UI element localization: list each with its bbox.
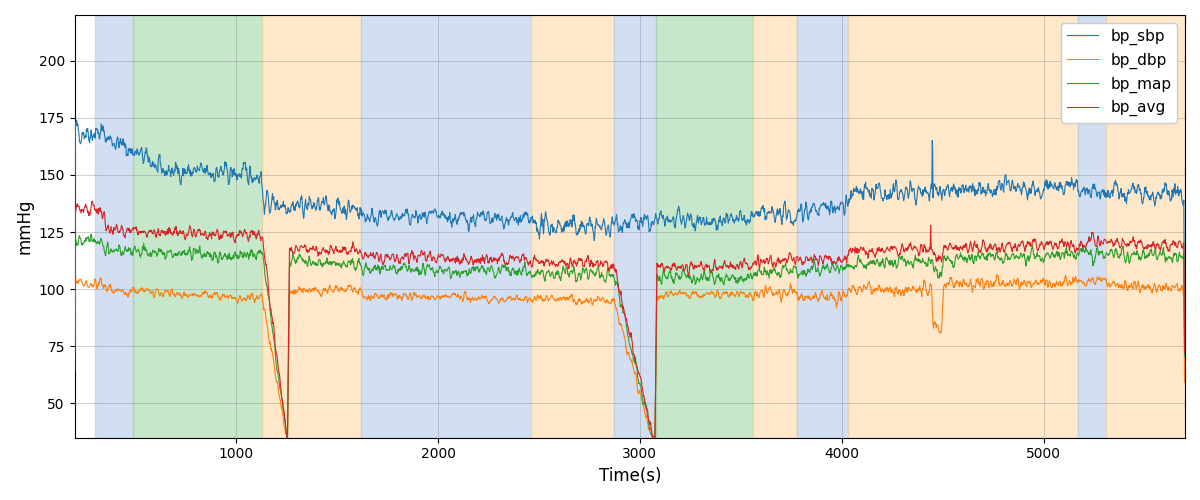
X-axis label: Time(s): Time(s) — [599, 467, 661, 485]
bp_avg — [67, 333, 82, 339]
Bar — [133, 15, 263, 438]
bp_dbp — [67, 368, 82, 374]
bp_map — [1170, 258, 1184, 264]
bp_sbp — [647, 220, 661, 226]
bp_avg — [1170, 244, 1184, 250]
Y-axis label: mmHg: mmHg — [16, 198, 34, 254]
Line: bp_sbp: bp_sbp — [74, 120, 1184, 328]
bp_avg — [940, 244, 954, 250]
bp_sbp — [1177, 325, 1192, 331]
bp_sbp — [940, 186, 954, 192]
bp_map — [281, 444, 295, 450]
bp_map — [67, 346, 82, 352]
Bar — [797, 15, 848, 438]
bp_sbp — [70, 117, 84, 123]
bp_sbp — [238, 160, 252, 166]
bp_map — [84, 231, 98, 237]
Bar — [263, 15, 361, 438]
Bar — [95, 15, 133, 438]
Bar — [1078, 15, 1106, 438]
bp_avg — [306, 246, 320, 252]
Bar — [530, 15, 613, 438]
Bar — [848, 15, 1078, 438]
bp_avg — [238, 226, 252, 232]
bp_dbp — [940, 283, 954, 289]
Line: bp_map: bp_map — [74, 234, 1184, 447]
Bar — [361, 15, 530, 438]
bp_map — [1015, 252, 1030, 258]
bp_dbp — [648, 441, 662, 447]
bp_map — [238, 250, 252, 256]
bp_avg — [1015, 239, 1030, 245]
bp_dbp — [238, 296, 252, 302]
bp_avg — [85, 198, 100, 204]
bp_map — [307, 260, 322, 266]
Bar — [1106, 15, 1186, 438]
bp_map — [647, 438, 661, 444]
bp_sbp — [306, 200, 320, 205]
bp_sbp — [67, 279, 82, 285]
bp_dbp — [306, 286, 320, 292]
Line: bp_dbp: bp_dbp — [74, 274, 1184, 444]
bp_avg — [647, 444, 661, 450]
bp_dbp — [1015, 282, 1030, 288]
bp_dbp — [990, 272, 1004, 278]
bp_dbp — [1170, 282, 1184, 288]
bp_sbp — [1169, 187, 1183, 193]
bp_avg — [1177, 349, 1192, 355]
Bar — [656, 15, 752, 438]
bp_avg — [648, 446, 662, 452]
bp_dbp — [647, 438, 661, 444]
bp_sbp — [1014, 192, 1028, 198]
bp_dbp — [1177, 380, 1192, 386]
Bar — [613, 15, 656, 438]
bp_map — [940, 256, 954, 262]
bp_map — [1177, 354, 1192, 360]
Bar — [752, 15, 797, 438]
Line: bp_avg: bp_avg — [74, 201, 1184, 448]
Legend: bp_sbp, bp_dbp, bp_map, bp_avg: bp_sbp, bp_dbp, bp_map, bp_avg — [1061, 22, 1177, 122]
